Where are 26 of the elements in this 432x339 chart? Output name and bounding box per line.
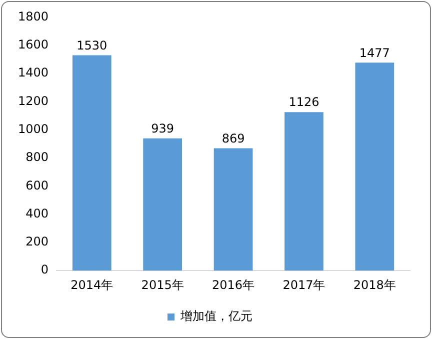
y-tick-label: 1800 (18, 9, 49, 24)
y-tick-label: 1000 (18, 122, 49, 136)
y-tick-label: 0 (40, 262, 49, 277)
data-label: 1530 (76, 38, 108, 52)
y-tick-label: 200 (26, 234, 49, 249)
y-tick-label: 800 (26, 150, 49, 164)
y-tick-label: 600 (26, 178, 49, 192)
bar (72, 55, 112, 271)
data-label: 869 (222, 131, 245, 146)
x-tick-label: 2017年 (282, 278, 326, 292)
bar (355, 62, 394, 271)
data-label: 1126 (288, 95, 320, 110)
x-tick-label: 2015年 (141, 278, 184, 292)
bar (214, 148, 253, 271)
data-label: 939 (151, 122, 174, 136)
bar (143, 138, 182, 271)
y-tick-label: 1600 (18, 37, 49, 52)
y-tick-label: 1400 (18, 66, 49, 80)
x-tick-label: 2016年 (212, 278, 255, 292)
bar (284, 112, 324, 271)
legend-label: 增加值，亿元 (180, 309, 252, 324)
x-tick-label: 2014年 (70, 278, 114, 292)
data-label: 1477 (359, 46, 390, 60)
y-tick-label: 1200 (18, 94, 49, 108)
x-tick-label: 2018年 (353, 278, 396, 292)
y-tick-label: 400 (26, 206, 49, 220)
